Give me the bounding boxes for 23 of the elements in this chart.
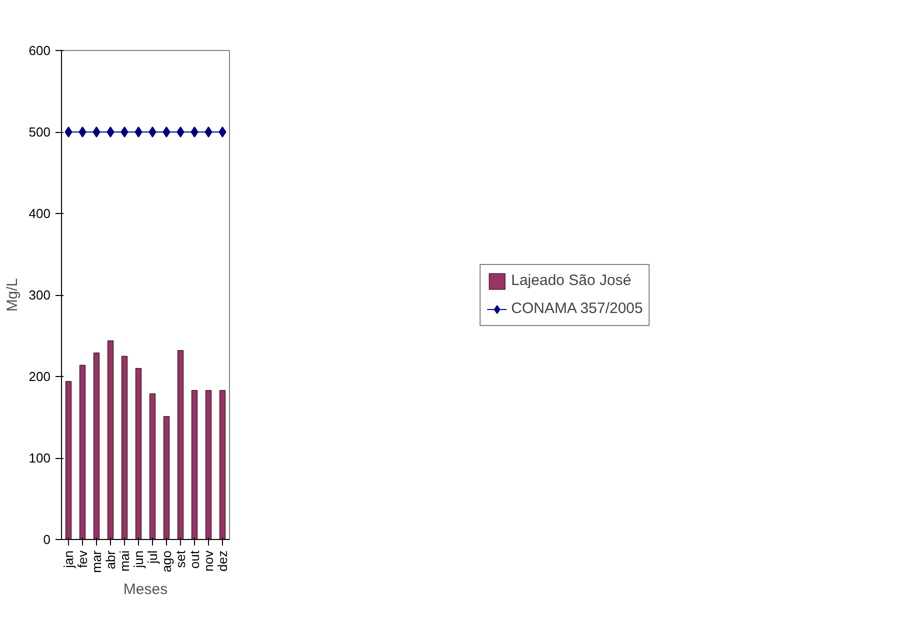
x-axis-title: Meses <box>123 580 168 598</box>
x-tick-label: jul <box>145 550 160 565</box>
x-tick-label: out <box>187 550 202 569</box>
x-tick-label: mai <box>117 550 132 572</box>
x-tick-label: jan <box>61 550 76 569</box>
x-tick-label: fev <box>75 550 90 568</box>
x-tick-label: abr <box>103 550 118 570</box>
y-axis-title: Mg/L <box>4 278 21 312</box>
y-tick-label: 0 <box>43 532 51 547</box>
legend-label: CONAMA 357/2005 <box>511 300 643 317</box>
y-tick-label: 600 <box>28 43 51 58</box>
y-tick-label: 500 <box>28 124 51 140</box>
x-tick-label: nov <box>201 550 216 572</box>
legend-label: Lajeado São José <box>511 272 632 289</box>
y-tick-label: 400 <box>28 206 51 221</box>
y-tick-label: 100 <box>28 450 51 466</box>
x-tick-label: mar <box>89 550 104 573</box>
x-tick-label: jun <box>131 550 146 569</box>
y-tick-label: 300 <box>28 288 51 302</box>
x-tick-label: set <box>173 550 188 568</box>
x-tick-label: ago <box>159 550 174 572</box>
y-tick-label: 200 <box>28 369 51 384</box>
x-tick-label: dez <box>215 550 230 572</box>
